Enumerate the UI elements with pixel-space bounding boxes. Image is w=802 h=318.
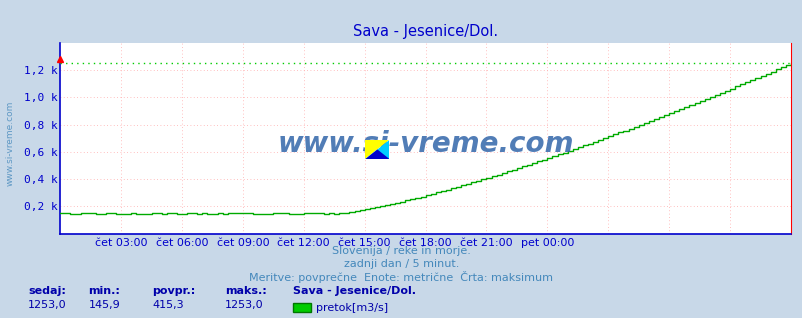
Text: povpr.:: povpr.: bbox=[152, 286, 196, 296]
Text: 1253,0: 1253,0 bbox=[225, 300, 263, 310]
Polygon shape bbox=[365, 140, 389, 159]
Polygon shape bbox=[365, 149, 389, 159]
Text: Sava - Jesenice/Dol.: Sava - Jesenice/Dol. bbox=[293, 286, 415, 296]
Title: Sava - Jesenice/Dol.: Sava - Jesenice/Dol. bbox=[353, 24, 497, 39]
Text: sedaj:: sedaj: bbox=[28, 286, 66, 296]
Text: pretok[m3/s]: pretok[m3/s] bbox=[315, 303, 387, 313]
Polygon shape bbox=[365, 140, 389, 159]
Text: Slovenija / reke in morje.: Slovenija / reke in morje. bbox=[332, 246, 470, 256]
Text: 145,9: 145,9 bbox=[88, 300, 120, 310]
Text: 1253,0: 1253,0 bbox=[28, 300, 67, 310]
Text: 415,3: 415,3 bbox=[152, 300, 184, 310]
Text: zadnji dan / 5 minut.: zadnji dan / 5 minut. bbox=[343, 259, 459, 269]
Text: Meritve: povprečne  Enote: metrične  Črta: maksimum: Meritve: povprečne Enote: metrične Črta:… bbox=[249, 271, 553, 283]
Text: www.si-vreme.com: www.si-vreme.com bbox=[5, 100, 14, 186]
Text: min.:: min.: bbox=[88, 286, 120, 296]
Text: maks.:: maks.: bbox=[225, 286, 266, 296]
Text: www.si-vreme.com: www.si-vreme.com bbox=[277, 130, 573, 158]
